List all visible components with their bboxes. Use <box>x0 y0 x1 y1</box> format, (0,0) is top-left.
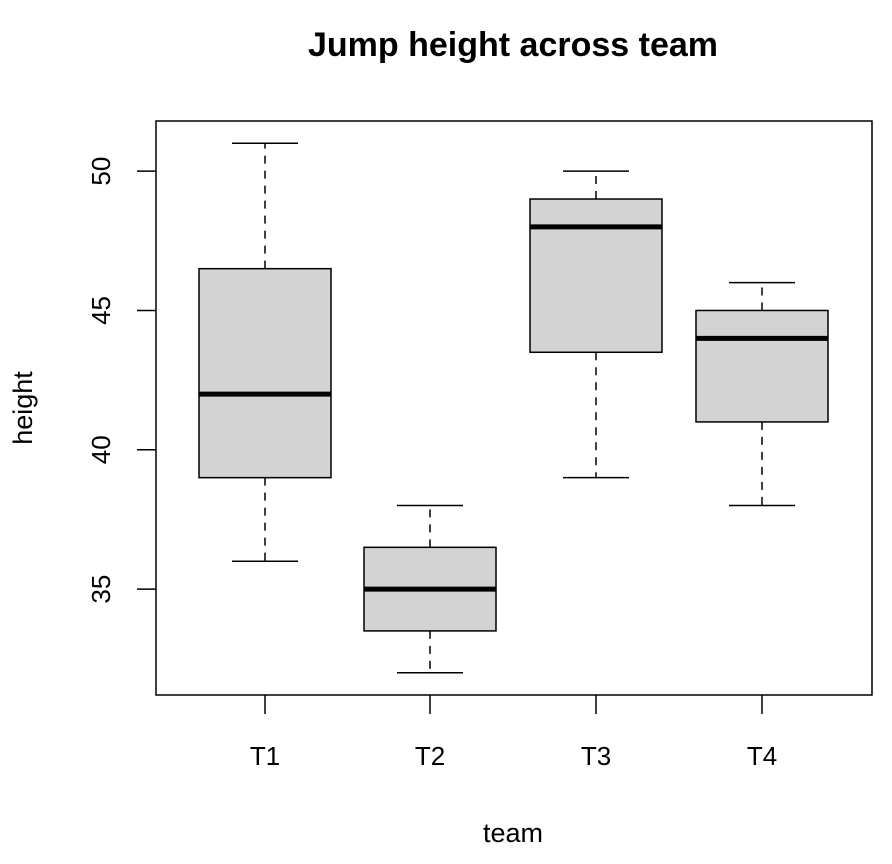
x-tick-label-t2: T2 <box>415 741 445 771</box>
y-axis-label: height <box>8 371 38 445</box>
y-tick-label-45: 45 <box>86 296 116 325</box>
y-tick-label-35: 35 <box>86 575 116 604</box>
x-tick-label-t3: T3 <box>581 741 611 771</box>
y-tick-label-40: 40 <box>86 435 116 464</box>
y-tick-label-50: 50 <box>86 157 116 186</box>
box-t1 <box>198 142 332 563</box>
x-axis-label: team <box>483 818 543 848</box>
x-axis: T1 T2 T3 T4 <box>250 695 777 771</box>
boxes-layer <box>198 142 829 674</box>
plot-frame <box>155 120 873 696</box>
x-tick-label-t1: T1 <box>250 741 280 771</box>
iqr-box-t4 <box>695 309 829 423</box>
chart-title: Jump height across team <box>308 26 718 64</box>
box-t2 <box>363 504 497 674</box>
y-axis: 35 40 45 50 <box>86 157 156 604</box>
iqr-box-t1 <box>198 267 332 479</box>
box-t4 <box>695 281 829 507</box>
x-tick-label-t4: T4 <box>747 741 777 771</box>
box-t3 <box>529 170 663 479</box>
iqr-box-t3 <box>529 198 663 354</box>
